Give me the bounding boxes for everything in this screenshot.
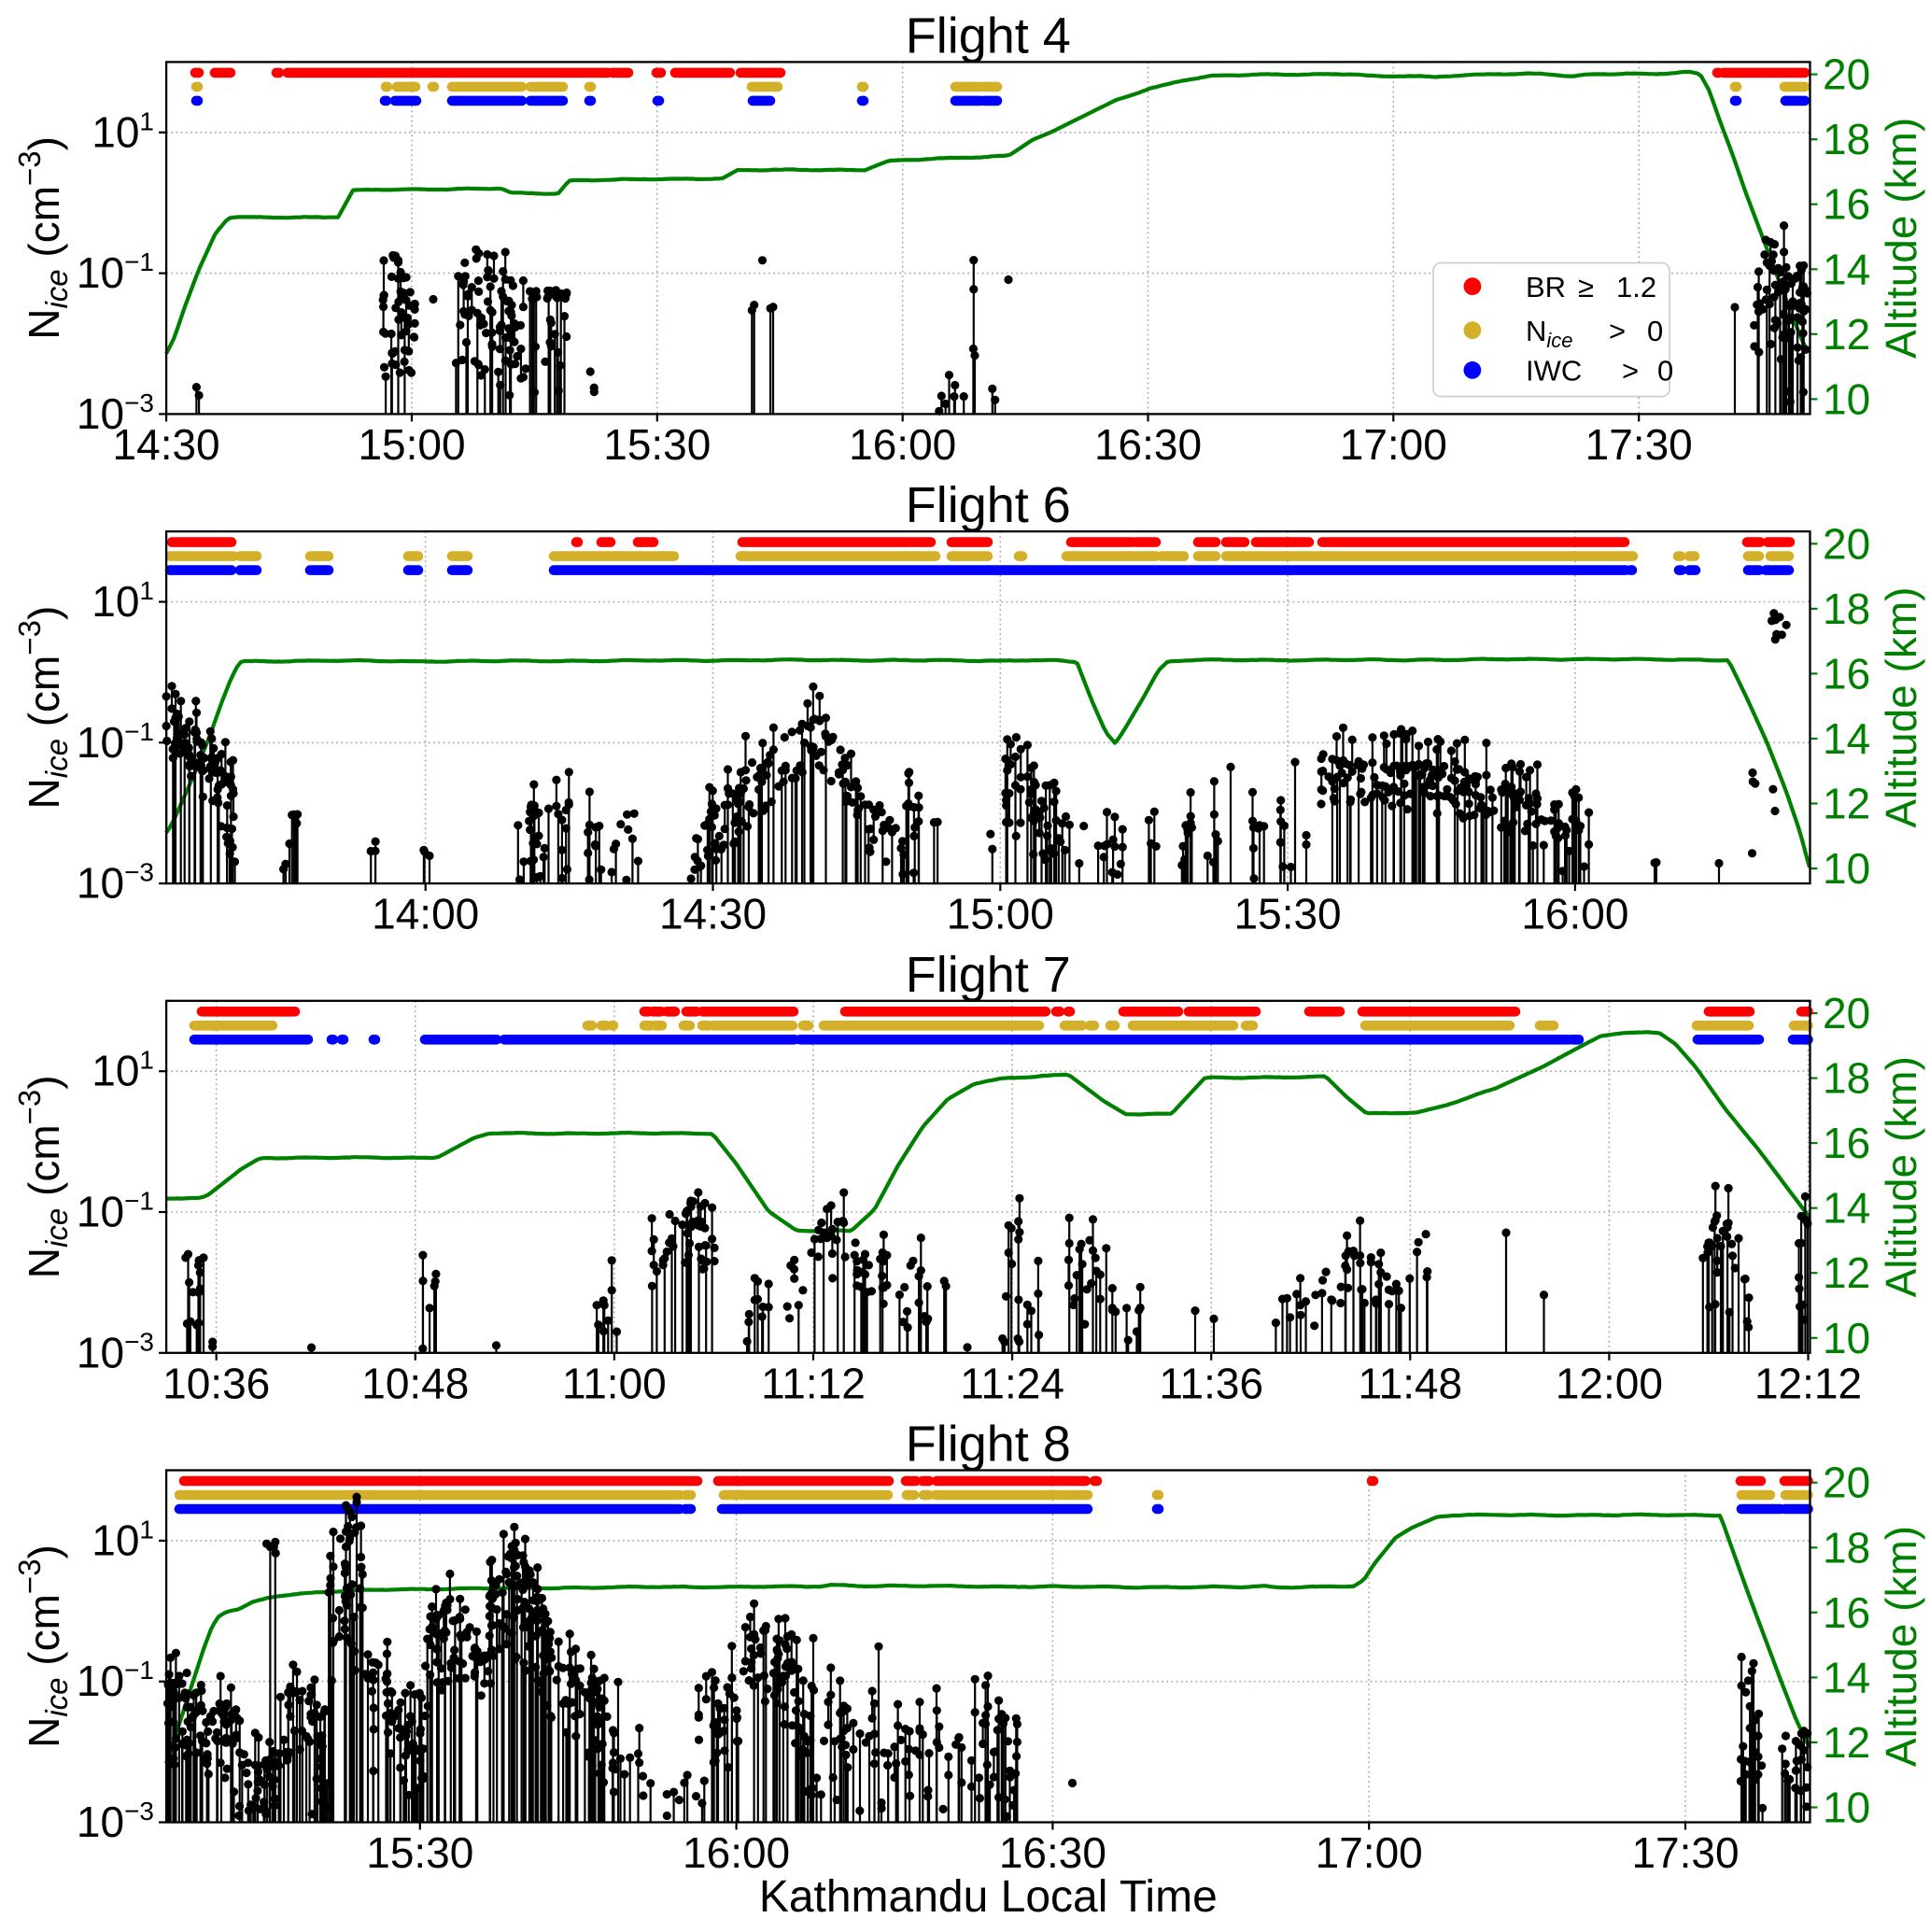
svg-text:14: 14 — [1823, 714, 1870, 763]
svg-text:20: 20 — [1823, 1459, 1870, 1507]
svg-text:16: 16 — [1823, 1119, 1870, 1167]
svg-text:10: 10 — [1823, 374, 1870, 423]
svg-text:14: 14 — [1823, 1653, 1870, 1701]
svg-text:14:00: 14:00 — [372, 890, 479, 938]
svg-text:18: 18 — [1823, 115, 1870, 163]
svg-text:10: 10 — [1823, 844, 1870, 893]
svg-text:17:30: 17:30 — [1631, 1828, 1739, 1877]
svg-text:Altitude (km): Altitude (km) — [1877, 118, 1925, 359]
svg-text:15:00: 15:00 — [358, 420, 465, 469]
svg-text:20: 20 — [1823, 50, 1870, 99]
svg-text:16:30: 16:30 — [999, 1828, 1106, 1877]
svg-text:11:36: 11:36 — [1159, 1359, 1263, 1407]
svg-text:15:00: 15:00 — [947, 890, 1054, 938]
svg-text:Flight 7: Flight 7 — [906, 947, 1071, 1003]
svg-text:17:00: 17:00 — [1316, 1828, 1423, 1877]
svg-text:17:30: 17:30 — [1585, 420, 1693, 469]
svg-text:12:12: 12:12 — [1754, 1359, 1862, 1407]
svg-text:18: 18 — [1823, 1523, 1870, 1572]
svg-text:12: 12 — [1823, 1248, 1870, 1297]
svg-text:11:00: 11:00 — [562, 1359, 667, 1407]
svg-text:Flight 8: Flight 8 — [906, 1417, 1071, 1473]
svg-text:15:30: 15:30 — [1234, 890, 1342, 938]
svg-text:17:00: 17:00 — [1340, 420, 1447, 469]
svg-text:12: 12 — [1823, 1718, 1870, 1767]
svg-text:16:00: 16:00 — [683, 1828, 790, 1877]
svg-text:14:30: 14:30 — [113, 420, 220, 469]
svg-text:10:36: 10:36 — [162, 1359, 270, 1407]
svg-text:12: 12 — [1823, 310, 1870, 359]
svg-text:Altitude (km): Altitude (km) — [1877, 1526, 1925, 1767]
svg-text:Flight 6: Flight 6 — [906, 477, 1071, 533]
svg-text:Kathmandu Local Time: Kathmandu Local Time — [759, 1872, 1218, 1922]
svg-text:16:00: 16:00 — [1521, 890, 1628, 938]
svg-text:12:00: 12:00 — [1556, 1359, 1663, 1407]
svg-text:IWC>0: IWC >0 — [1526, 355, 1673, 388]
svg-text:15:30: 15:30 — [603, 420, 711, 469]
svg-text:Nice (cm−3): Nice (cm−3) — [12, 136, 74, 340]
svg-text:14: 14 — [1823, 245, 1870, 293]
svg-text:14: 14 — [1823, 1184, 1870, 1233]
svg-text:10: 10 — [1823, 1314, 1870, 1362]
svg-text:16:00: 16:00 — [849, 420, 956, 469]
svg-text:18: 18 — [1823, 585, 1870, 633]
svg-text:10: 10 — [1823, 1784, 1870, 1832]
svg-text:20: 20 — [1823, 519, 1870, 568]
svg-text:16: 16 — [1823, 649, 1870, 698]
svg-text:11:24: 11:24 — [960, 1359, 1064, 1407]
svg-text:16:30: 16:30 — [1094, 420, 1202, 469]
svg-text:Altitude (km): Altitude (km) — [1877, 587, 1925, 828]
svg-text:15:30: 15:30 — [366, 1828, 473, 1877]
svg-text:16: 16 — [1823, 1588, 1870, 1637]
svg-text:Altitude (km): Altitude (km) — [1877, 1056, 1925, 1297]
svg-text:14:30: 14:30 — [659, 890, 767, 938]
svg-text:16: 16 — [1823, 180, 1870, 229]
svg-text:Nice>0: Nice >0 — [1526, 315, 1663, 352]
svg-text:20: 20 — [1823, 989, 1870, 1037]
svg-text:18: 18 — [1823, 1054, 1870, 1103]
svg-text:Flight 4: Flight 4 — [906, 7, 1071, 63]
svg-text:10:48: 10:48 — [361, 1359, 469, 1407]
svg-text:12: 12 — [1823, 780, 1870, 828]
svg-text:11:12: 11:12 — [761, 1359, 866, 1407]
svg-text:10−1: 10−1 — [77, 1656, 154, 1705]
svg-text:BR≥1.2: BR ≥1.2 — [1526, 271, 1656, 303]
svg-text:11:48: 11:48 — [1358, 1359, 1462, 1407]
